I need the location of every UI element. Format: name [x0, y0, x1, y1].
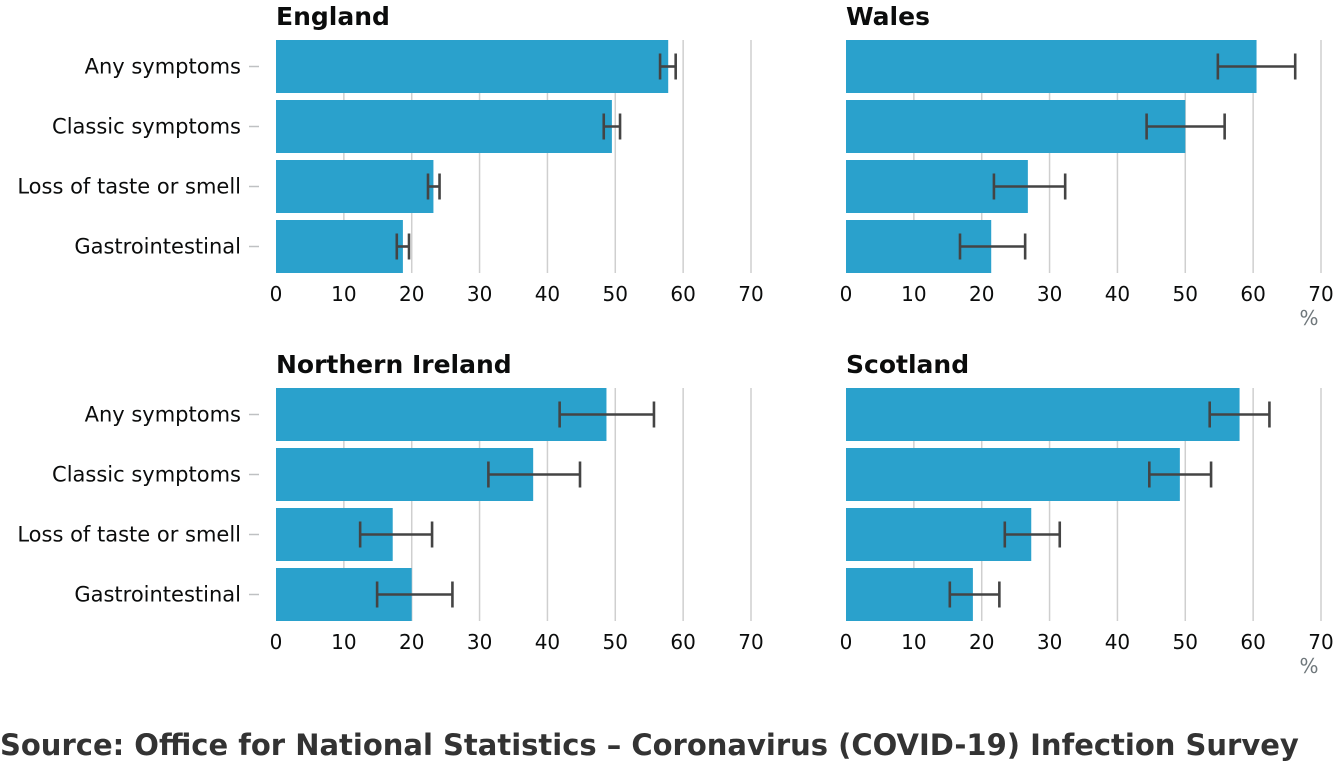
x-tick-label: 30 — [1037, 630, 1062, 654]
x-tick-label: 40 — [1105, 282, 1130, 306]
category-label: Any symptoms — [85, 55, 241, 79]
bar-any-symptoms — [276, 40, 669, 93]
bar-any-symptoms — [276, 388, 607, 441]
panel-scotland: Scotland 0 10 20 30 40 50 60 70% — [840, 350, 1333, 678]
panel-wales: Wales 0 10 20 30 40 50 60 70% — [840, 2, 1333, 330]
x-tick-label: 40 — [535, 282, 560, 306]
x-tick-label: 50 — [1173, 282, 1198, 306]
x-tick-label: 60 — [1240, 630, 1265, 654]
x-tick-label: 0 — [270, 630, 283, 654]
x-tick-label: 50 — [1173, 630, 1198, 654]
small-multiples-chart: England 0 10 20 30 40 50 60 70 Any symptoms Classi… — [17, 2, 1333, 678]
x-tick-label: 50 — [603, 282, 628, 306]
category-label: Classic symptoms — [52, 463, 241, 487]
bar-loss-of-taste-or-smell — [846, 508, 1032, 561]
bar-any-symptoms — [846, 40, 1257, 93]
x-tick-label: 70 — [1308, 630, 1333, 654]
source-note: Source: Office for National Statistics –… — [0, 728, 1299, 762]
bar-classic-symptoms — [846, 448, 1180, 501]
category-label: Gastrointestinal — [74, 235, 241, 259]
x-tick-label: 30 — [467, 282, 492, 306]
x-tick-label: 70 — [738, 282, 763, 306]
x-tick-label: 30 — [1037, 282, 1062, 306]
panel-title: Northern Ireland — [276, 350, 512, 379]
bar-loss-of-taste-or-smell — [276, 160, 434, 213]
x-tick-label: 30 — [467, 630, 492, 654]
x-unit-label: % — [1299, 306, 1318, 330]
x-unit-label: % — [1299, 654, 1318, 678]
bar-classic-symptoms — [276, 100, 612, 153]
panel-title: Wales — [846, 2, 930, 31]
category-label: Gastrointestinal — [74, 583, 241, 607]
x-tick-label: 20 — [399, 630, 424, 654]
x-tick-label: 20 — [969, 630, 994, 654]
category-label: Loss of taste or smell — [17, 175, 241, 199]
panel-england: England 0 10 20 30 40 50 60 70 Any symptoms Classi… — [17, 2, 763, 306]
x-tick-label: 40 — [535, 630, 560, 654]
x-tick-label: 10 — [901, 630, 926, 654]
bar-classic-symptoms — [846, 100, 1186, 153]
x-tick-label: 70 — [1308, 282, 1333, 306]
x-tick-label: 0 — [840, 282, 853, 306]
category-label: Classic symptoms — [52, 115, 241, 139]
x-tick-label: 0 — [270, 282, 283, 306]
bar-gastrointestinal — [276, 220, 403, 273]
x-tick-label: 70 — [738, 630, 763, 654]
x-tick-label: 10 — [901, 282, 926, 306]
panel-title: England — [276, 2, 390, 31]
x-tick-label: 50 — [603, 630, 628, 654]
x-tick-label: 40 — [1105, 630, 1130, 654]
x-tick-label: 60 — [670, 282, 695, 306]
x-tick-label: 0 — [840, 630, 853, 654]
x-tick-label: 10 — [331, 282, 356, 306]
x-tick-label: 60 — [1240, 282, 1265, 306]
category-label: Any symptoms — [85, 403, 241, 427]
panel-title: Scotland — [846, 350, 969, 379]
x-tick-label: 20 — [969, 282, 994, 306]
x-tick-label: 20 — [399, 282, 424, 306]
bar-any-symptoms — [846, 388, 1240, 441]
panel-northern-ireland: Northern Ireland 0 10 20 30 40 50 60 70 Any sympt… — [17, 350, 763, 654]
x-tick-label: 60 — [670, 630, 695, 654]
category-label: Loss of taste or smell — [17, 523, 241, 547]
x-tick-label: 10 — [331, 630, 356, 654]
